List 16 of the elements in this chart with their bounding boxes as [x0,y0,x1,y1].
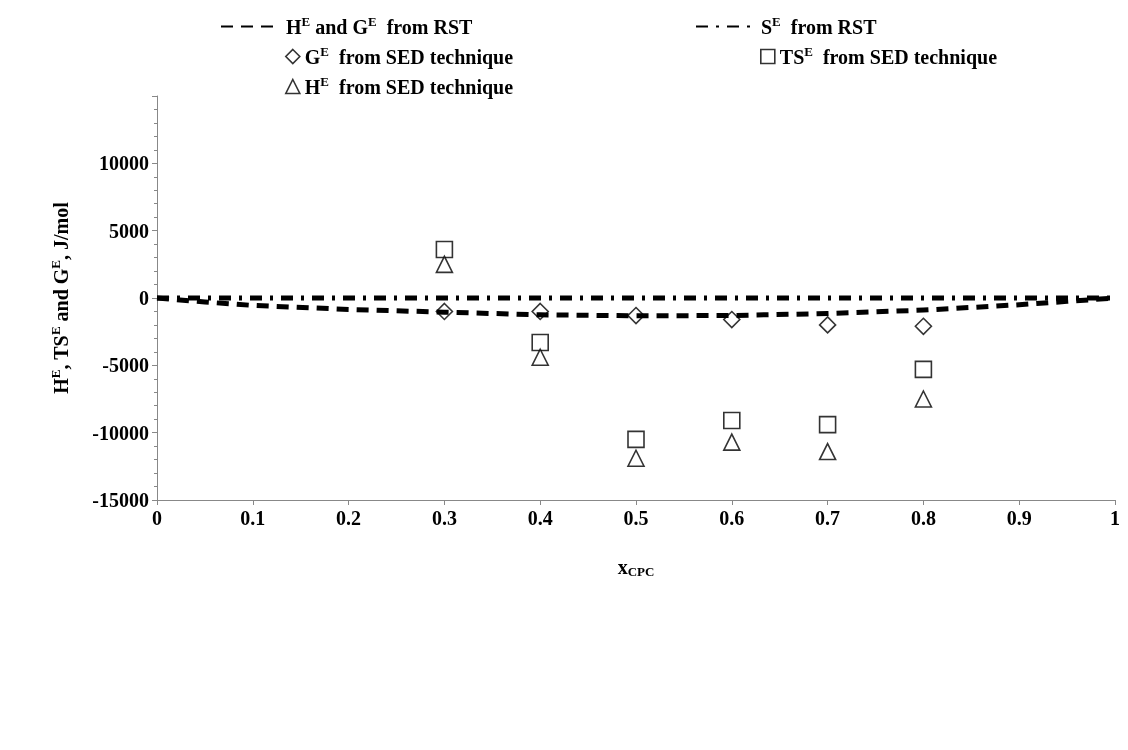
x-tick-label: 0.9 [1006,507,1032,529]
y-tick-label: 10000 [99,152,149,175]
x-tick-label: 0.6 [719,507,745,529]
x-tick-label: 0.3 [431,507,457,529]
y-tick-label: -10000 [92,421,149,444]
y-tick-label: 0 [139,287,149,309]
x-tick-label: 0.1 [240,507,266,529]
x-tick-label: 0.2 [336,507,362,529]
x-tick-label: 0.4 [527,507,553,529]
x-tick-label: 0.8 [910,507,936,529]
x-tick-label: 0.5 [623,507,649,529]
y-tick-label: -5000 [102,354,149,377]
y-tick-label: 5000 [109,219,149,242]
x-tick-label: 1 [1110,507,1120,529]
y-tick-label: -15000 [92,489,149,511]
x-tick-label: 0.7 [815,507,841,529]
